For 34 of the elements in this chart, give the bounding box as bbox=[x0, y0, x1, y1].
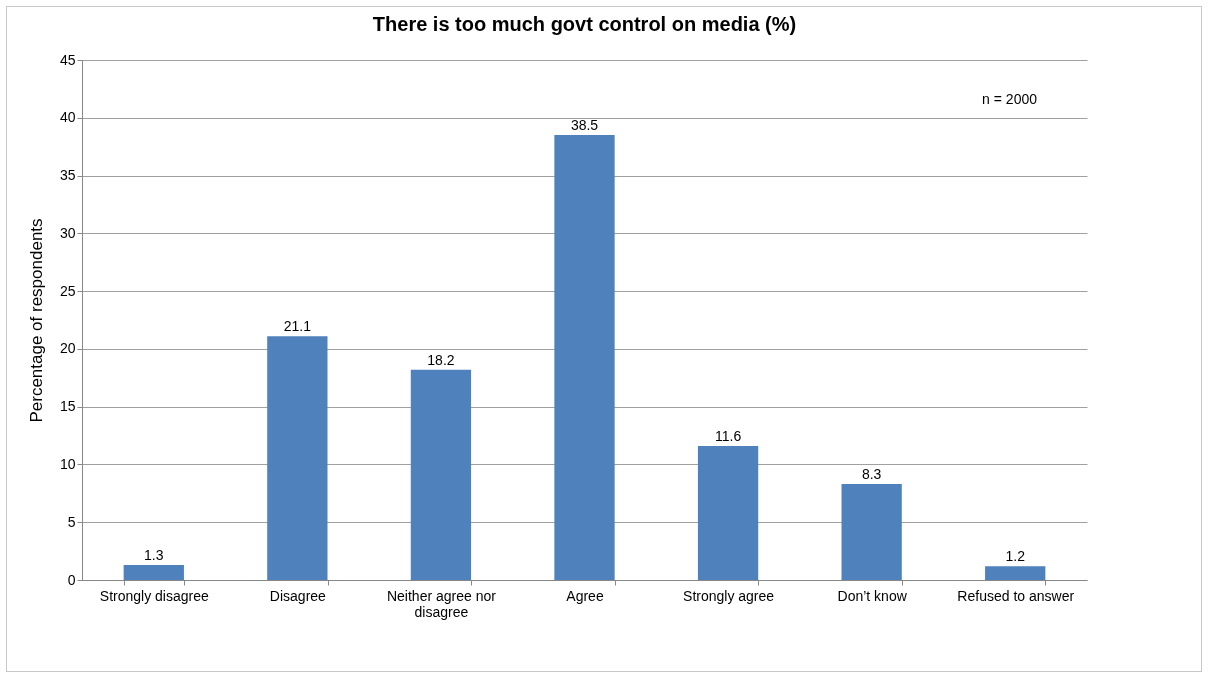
bar bbox=[554, 135, 615, 580]
data-label: 18.2 bbox=[427, 351, 455, 368]
y-tick-label: 40 bbox=[59, 109, 76, 126]
bar bbox=[697, 445, 759, 580]
x-tick-label: Strongly agree bbox=[683, 587, 775, 604]
x-tick-label: Disagree bbox=[269, 587, 327, 604]
x-tick-label: Agree bbox=[566, 587, 604, 604]
y-tick-label: 20 bbox=[59, 340, 76, 357]
x-tick-label: Strongly disagree bbox=[99, 587, 209, 604]
y-tick-label: 45 bbox=[59, 51, 76, 68]
bar bbox=[267, 336, 328, 580]
data-label: 11.6 bbox=[714, 427, 742, 444]
data-label: 38.5 bbox=[570, 117, 599, 134]
y-tick-label: 0 bbox=[67, 571, 76, 588]
x-tick-label: Refused to answer bbox=[957, 587, 1075, 604]
annotation: n = 2000 bbox=[982, 91, 1038, 107]
y-tick-label: 35 bbox=[59, 167, 76, 184]
x-tick-label: Don’t know bbox=[837, 587, 908, 604]
y-axis-title: Percentage of respondents bbox=[26, 218, 46, 423]
data-label: 8.3 bbox=[861, 466, 882, 483]
x-tick-label: Neither agree nor disagree bbox=[386, 587, 497, 620]
y-tick-label: 5 bbox=[67, 513, 76, 530]
data-label: 1.2 bbox=[1005, 548, 1026, 565]
bar bbox=[841, 484, 902, 580]
data-label: 21.1 bbox=[283, 318, 312, 335]
y-tick-label: 10 bbox=[59, 455, 76, 472]
y-tick-label: 25 bbox=[59, 282, 76, 299]
chart-title: There is too much govt control on media (%) bbox=[372, 13, 797, 35]
bar bbox=[985, 566, 1046, 580]
bar bbox=[123, 564, 184, 580]
bar bbox=[410, 369, 472, 580]
y-tick-label: 30 bbox=[59, 224, 76, 241]
y-tick-label: 15 bbox=[59, 398, 76, 415]
data-label: 1.3 bbox=[144, 546, 164, 563]
